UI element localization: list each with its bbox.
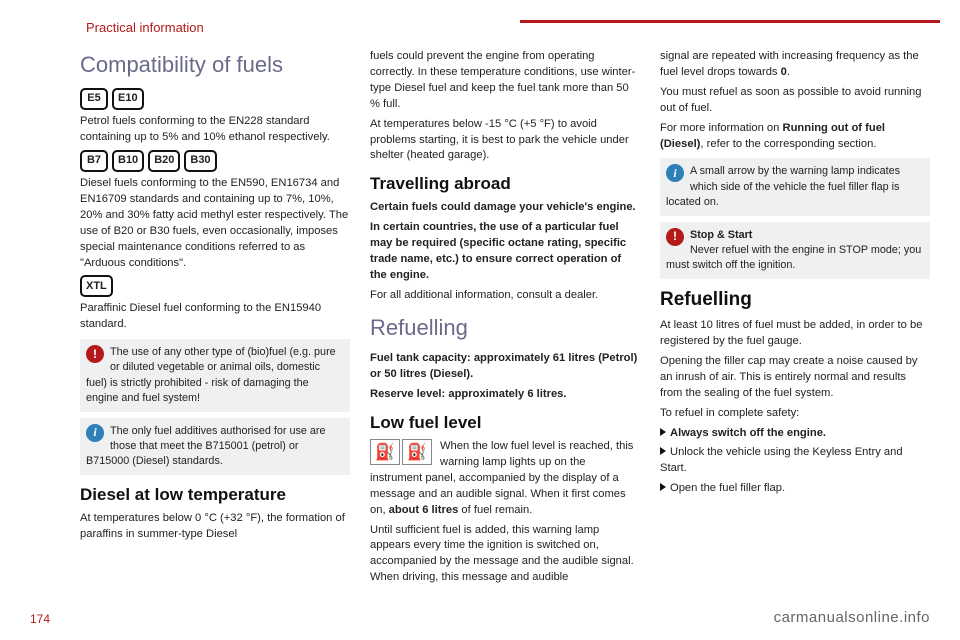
biofuel-warning-box: ! The use of any other type of (bio)fuel… [80, 339, 350, 411]
abroad-bold1: Certain fuels could damage your vehicle'… [370, 200, 640, 216]
low-fuel-text1: When the low fuel level is reached, this… [440, 440, 633, 468]
badge-b7: B7 [80, 150, 108, 172]
warning-lamps: ⛽⛽ [370, 439, 434, 465]
stop-start-body: Never refuel with the engine in STOP mod… [666, 244, 921, 271]
column-2: fuels could prevent the engine from oper… [370, 49, 640, 590]
bullet-3: Open the fuel filler flap. [660, 481, 930, 497]
petrol-text: Petrol fuels conforming to the EN228 sta… [80, 114, 350, 146]
diesel-low-temp-title: Diesel at low temperature [80, 483, 350, 507]
arrow-info-box: i A small arrow by the warning lamp indi… [660, 158, 930, 215]
warning-icon: ! [666, 228, 684, 246]
stop-start-title: Stop & Start [690, 229, 752, 241]
abroad-bold2: In certain countries, the use of a parti… [370, 220, 640, 284]
columns: Compatibility of fuels E5 E10 Petrol fue… [80, 49, 930, 590]
b2-text: Unlock the vehicle using the Keyless Ent… [660, 446, 903, 474]
c3p1c: . [787, 66, 790, 78]
reserve-level-text: Reserve level: approximately 6 litres. [370, 388, 567, 400]
page-number: 174 [30, 612, 50, 626]
col3-p1: signal are repeated with increasing freq… [660, 49, 930, 81]
warning-icon: ! [86, 345, 104, 363]
badge-b30: B30 [184, 150, 216, 172]
c3p3a: For more information on [660, 122, 783, 134]
low-fuel-para3: Until sufficient fuel is added, this war… [370, 523, 640, 587]
refuelling-title: Refuelling [370, 312, 640, 343]
diesel-low-temp-text: At temperatures below 0 °C (+32 °F), the… [80, 511, 350, 543]
compat-title: Compatibility of fuels [80, 49, 350, 80]
b1-text: Always switch off the engine. [670, 427, 826, 439]
xtl-text: Paraffinic Diesel fuel conforming to the… [80, 301, 350, 333]
triangle-bullet-icon [660, 428, 666, 436]
low-fuel-t2c: of fuel remain. [458, 504, 532, 516]
header-accent-bar [520, 20, 940, 23]
col2-p2: At temperatures below -15 °C (+5 °F) to … [370, 117, 640, 165]
xtl-badges: XTL [80, 275, 350, 297]
badge-b20: B20 [148, 150, 180, 172]
badge-e5: E5 [80, 88, 108, 110]
travelling-abroad-title: Travelling abroad [370, 172, 640, 196]
col3-p2: You must refuel as soon as possible to a… [660, 85, 930, 117]
additives-info-box: i The only fuel additives authorised for… [80, 418, 350, 475]
triangle-bullet-icon [660, 483, 666, 491]
petrol-badges: E5 E10 [80, 88, 350, 110]
low-fuel-t2b: about 6 litres [389, 504, 459, 516]
triangle-bullet-icon [660, 447, 666, 455]
fuel-pump-icon: ⛽ [370, 439, 400, 465]
stop-start-warning-box: ! Stop & Start Never refuel with the eng… [660, 222, 930, 279]
low-fuel-title: Low fuel level [370, 411, 640, 435]
abroad-bold1-text: Certain fuels could damage your vehicle'… [370, 201, 636, 213]
info-icon: i [666, 164, 684, 182]
diesel-badges: B7 B10 B20 B30 [80, 150, 350, 172]
badge-e10: E10 [112, 88, 144, 110]
refuelling-sub-title: Refuelling [660, 287, 930, 314]
low-fuel-para1: ⛽⛽ When the low fuel level is reached, t… [370, 439, 640, 471]
diesel-text: Diesel fuels conforming to the EN590, EN… [80, 176, 350, 271]
badge-xtl: XTL [80, 275, 113, 297]
biofuel-warning-text: The use of any other type of (bio)fuel (… [86, 346, 336, 403]
watermark: carmanualsonline.info [774, 609, 930, 626]
tank-capacity-text: Fuel tank capacity: approximately 61 lit… [370, 352, 637, 380]
c3p3c: , refer to the corresponding section. [700, 138, 876, 150]
col3-p4: At least 10 litres of fuel must be added… [660, 318, 930, 350]
additives-info-text: The only fuel additives authorised for u… [86, 425, 325, 467]
col3-p3: For more information on Running out of f… [660, 121, 930, 153]
abroad-bold2-text: In certain countries, the use of a parti… [370, 221, 626, 281]
col3-p6: To refuel in complete safety: [660, 406, 930, 422]
col3-p5: Opening the filler cap may create a nois… [660, 354, 930, 402]
bullet-1: Always switch off the engine. [660, 426, 930, 442]
fuel-arrow-icon: ⛽ [402, 439, 432, 465]
reserve-level: Reserve level: approximately 6 litres. [370, 387, 640, 403]
column-3: signal are repeated with increasing freq… [660, 49, 930, 590]
b3-text: Open the fuel filler flap. [670, 482, 785, 494]
bullet-2: Unlock the vehicle using the Keyless Ent… [660, 445, 930, 477]
abroad-p3: For all additional information, consult … [370, 288, 640, 304]
page-body: Practical information Compatibility of f… [0, 0, 960, 600]
info-icon: i [86, 424, 104, 442]
tank-capacity: Fuel tank capacity: approximately 61 lit… [370, 351, 640, 383]
badge-b10: B10 [112, 150, 144, 172]
low-fuel-para2: instrument panel, accompanied by the dis… [370, 471, 640, 519]
col2-p1: fuels could prevent the engine from oper… [370, 49, 640, 113]
arrow-info-text: A small arrow by the warning lamp indica… [666, 165, 900, 207]
column-1: Compatibility of fuels E5 E10 Petrol fue… [80, 49, 350, 590]
